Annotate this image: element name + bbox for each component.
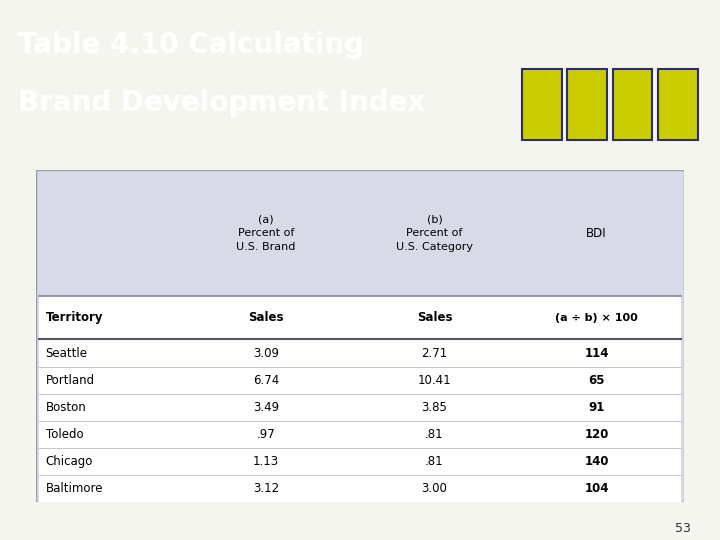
Text: 2.71: 2.71 [421, 347, 448, 360]
Text: .81: .81 [426, 428, 444, 441]
FancyBboxPatch shape [658, 69, 698, 140]
FancyBboxPatch shape [613, 69, 652, 140]
FancyBboxPatch shape [36, 170, 684, 502]
Text: 3.85: 3.85 [422, 401, 447, 414]
Text: Sales: Sales [248, 312, 284, 325]
Text: BDI: BDI [586, 227, 607, 240]
Text: 104: 104 [584, 482, 609, 495]
Text: .81: .81 [426, 455, 444, 468]
Text: 114: 114 [584, 347, 609, 360]
Text: 10.41: 10.41 [418, 374, 451, 387]
Text: Toledo: Toledo [46, 428, 84, 441]
FancyBboxPatch shape [40, 296, 681, 502]
Text: Brand Development Index: Brand Development Index [18, 89, 426, 117]
Text: .97: .97 [256, 428, 276, 441]
Text: 3.09: 3.09 [253, 347, 279, 360]
Text: Sales: Sales [417, 312, 452, 325]
Text: 65: 65 [588, 374, 605, 387]
Text: 1.13: 1.13 [253, 455, 279, 468]
Text: (b)
Percent of
U.S. Category: (b) Percent of U.S. Category [396, 214, 473, 252]
Text: (a ÷ b) × 100: (a ÷ b) × 100 [555, 313, 638, 323]
Text: Table 4.10 Calculating: Table 4.10 Calculating [18, 31, 364, 59]
FancyBboxPatch shape [567, 69, 607, 140]
FancyBboxPatch shape [522, 69, 562, 140]
Text: Seattle: Seattle [46, 347, 88, 360]
Text: 120: 120 [585, 428, 608, 441]
Text: 53: 53 [675, 522, 691, 535]
Text: 91: 91 [588, 401, 605, 414]
Text: 140: 140 [584, 455, 609, 468]
Text: Chicago: Chicago [46, 455, 93, 468]
Text: Boston: Boston [46, 401, 86, 414]
Text: Baltimore: Baltimore [46, 482, 103, 495]
Text: 6.74: 6.74 [253, 374, 279, 387]
Text: (a)
Percent of
U.S. Brand: (a) Percent of U.S. Brand [236, 214, 296, 252]
Text: 3.49: 3.49 [253, 401, 279, 414]
Text: Portland: Portland [46, 374, 95, 387]
Text: Territory: Territory [46, 312, 103, 325]
Text: 3.00: 3.00 [422, 482, 447, 495]
Text: 3.12: 3.12 [253, 482, 279, 495]
